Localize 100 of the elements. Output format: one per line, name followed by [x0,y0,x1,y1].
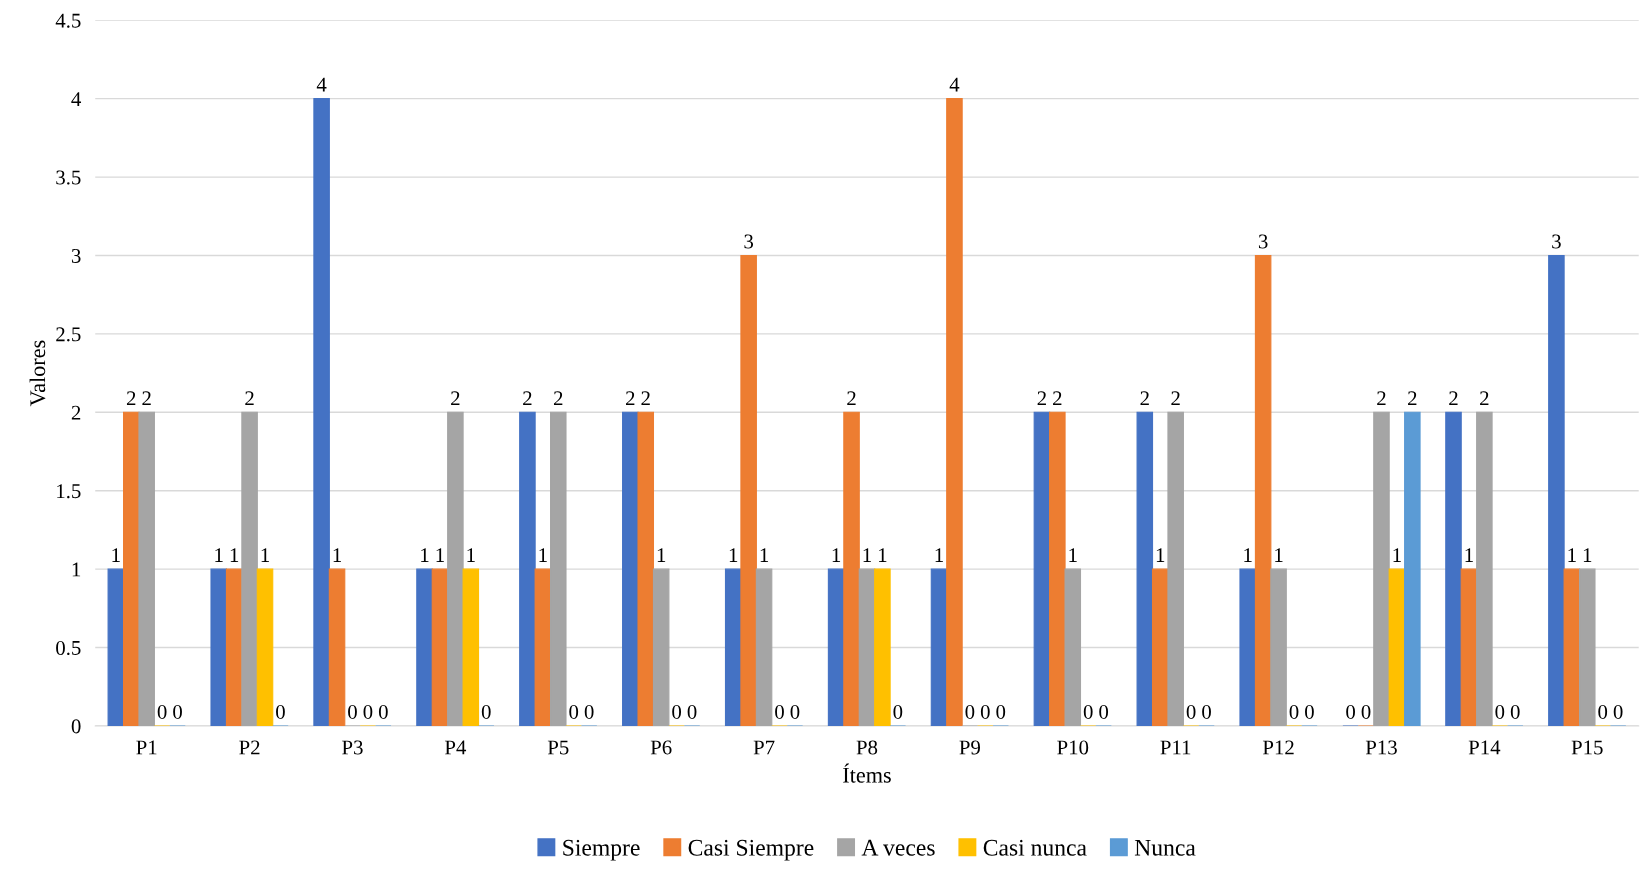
data-label: 1 [215,548,223,562]
data-label: 1 [421,548,429,562]
data-label: 1 [261,548,269,562]
data-label: 0 [1346,704,1356,719]
x-tick-label: P7 [753,740,775,755]
x-tick-label: P15 [1571,740,1603,755]
y-tick-label: 0.5 [56,640,81,656]
data-label: 0 [790,704,800,719]
data-label: 0 [481,704,491,719]
data-label: 0 [1099,704,1109,719]
data-label: 0 [1202,704,1211,719]
data-label: 0 [1186,704,1196,719]
legend-label: Casi nunca [983,839,1087,856]
x-tick-label: P4 [444,740,467,755]
data-label: 0 [965,704,975,719]
data-label: 1 [832,548,841,562]
data-label: 1 [760,548,769,562]
data-label: 2 [126,391,136,406]
data-label: 0 [1495,704,1505,719]
data-label: 2 [1037,391,1046,406]
data-label: 2 [451,391,460,406]
data-label: 2 [1053,391,1062,406]
data-label: 1 [333,548,342,562]
data-label: 2 [847,391,856,406]
data-label: 1 [729,548,738,562]
data-label: 1 [436,548,444,562]
data-label: 2 [1171,391,1180,406]
data-label: 2 [1449,391,1458,406]
data-label: 0 [672,704,682,719]
x-tick-label: P14 [1468,740,1501,755]
data-label: 1 [467,548,475,562]
data-label: 0 [687,704,697,719]
data-label: 1 [539,548,547,562]
data-label: 0 [893,704,903,719]
y-tick-label: 2.5 [56,327,81,342]
data-label: 2 [245,391,254,406]
data-label: 2 [1480,391,1489,406]
y-axis-title: Valores [29,340,46,407]
data-label: 2 [523,391,532,406]
data-label: 0 [1289,704,1299,719]
data-label: 0 [1361,704,1371,719]
y-tick-label: 1.5 [57,484,81,499]
data-label: 4 [949,77,960,92]
data-label: 0 [157,704,167,719]
y-tick-label: 3.5 [56,170,81,185]
data-label: 0 [363,704,373,719]
data-label: 1 [112,548,120,562]
x-tick-label: P1 [136,740,157,755]
data-label: 1 [863,548,871,562]
data-label: 1 [657,548,666,562]
data-label: 1 [1156,548,1165,562]
data-label: 1 [935,548,943,562]
data-label: 3 [1552,234,1561,249]
x-tick-label: P8 [856,740,878,755]
x-tick-label: P10 [1057,740,1089,755]
data-label: 3 [744,234,754,249]
data-label: 2 [641,391,650,406]
x-tick-label: P2 [239,740,260,755]
legend-label: Nunca [1134,840,1196,856]
data-label: 2 [553,391,563,406]
data-label: 0 [1598,704,1608,719]
data-label: 0 [569,704,579,719]
x-tick-label: P6 [650,740,672,755]
x-tick-label: P5 [547,740,569,755]
legend-label: Casi Siempre [688,839,814,861]
x-tick-label: P3 [342,740,363,755]
data-label: 1 [1244,548,1252,562]
x-axis-title: Ítems [843,763,891,783]
y-tick-label: 1 [72,562,81,577]
data-label: 1 [230,548,239,562]
y-tick-label: 2 [71,405,81,420]
data-label: 1 [1393,548,1401,562]
data-label: 0 [775,704,784,719]
data-label: 2 [1140,391,1149,406]
data-label: 0 [1510,704,1520,719]
y-tick-label: 0 [71,719,81,734]
legend-label: A veces [861,839,935,856]
data-label: 0 [1305,704,1314,719]
data-label: 2 [1408,391,1417,406]
data-label: 1 [1583,548,1592,562]
data-label: 2 [1377,391,1386,406]
data-label: 0 [348,704,357,719]
data-label: 0 [173,704,182,719]
data-label: 1 [1275,548,1283,562]
y-tick-label: 4.5 [55,13,81,28]
data-label: 0 [1613,704,1623,719]
data-label: 1 [1568,548,1576,562]
data-label: 0 [980,704,990,719]
data-label: 2 [142,391,151,406]
data-label: 4 [316,77,327,92]
data-label: 1 [1465,548,1473,562]
data-label: 0 [1083,704,1093,719]
x-tick-label: P11 [1160,740,1191,755]
y-tick-label: 3 [71,248,81,263]
data-label: 1 [1069,548,1077,562]
data-label: 3 [1258,234,1268,249]
data-label: 0 [584,704,594,719]
x-tick-label: P12 [1262,740,1294,755]
data-label: 2 [626,391,635,406]
data-label: 0 [276,704,285,719]
